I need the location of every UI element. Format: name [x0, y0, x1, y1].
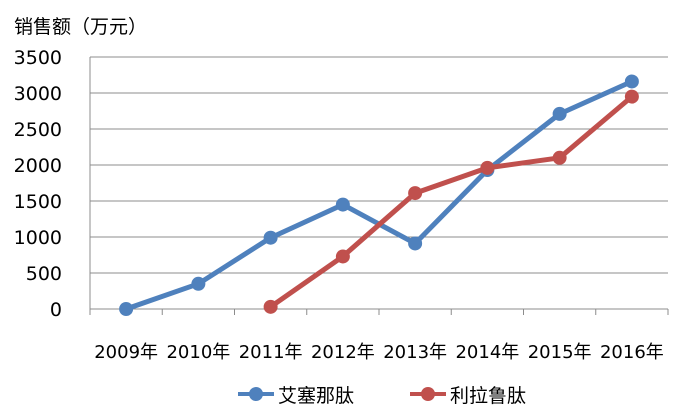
data-point-series-1: [408, 236, 423, 251]
data-point-series-1: [624, 74, 639, 89]
data-point-series-1: [335, 197, 350, 212]
y-tick-label: 0: [50, 299, 62, 321]
x-tick-label: 2013年: [383, 342, 447, 363]
y-tick-label: 2000: [14, 155, 62, 177]
data-point-series-1: [119, 302, 134, 316]
y-axis-title: 销售额（万元）: [14, 16, 148, 38]
y-tick-label: 3500: [14, 47, 62, 69]
y-tick-label: 500: [26, 263, 62, 285]
legend-item-series-2: 利拉鲁肽: [410, 380, 526, 408]
series-line-2: [269, 94, 634, 309]
x-tick-label: 2016年: [600, 342, 664, 363]
data-point-series-2: [408, 186, 423, 201]
y-tick-label: 1500: [14, 191, 62, 213]
x-tick-label: 2014年: [455, 342, 519, 363]
x-tick-label: 2015年: [528, 342, 592, 363]
x-tick-label: 2009年: [94, 342, 158, 363]
data-point-series-1: [263, 230, 278, 245]
series-group: [119, 74, 639, 316]
x-tick-label: 2011年: [239, 342, 303, 363]
data-point-series-2: [335, 249, 350, 264]
y-tick-label: 1000: [14, 227, 62, 249]
data-point-series-2: [552, 150, 567, 165]
y-tick-labels: 0 500 1000 1500 2000 2500 3000 3500: [14, 47, 62, 321]
gridlines: [89, 56, 669, 315]
legend-item-series-1: 艾塞那肽: [238, 380, 354, 408]
data-point-series-2: [624, 89, 639, 104]
x-tick-labels: 2009年 2010年 2011年 2012年 2013年 2014年 2015年 2016年: [94, 342, 664, 363]
data-point-series-2: [263, 299, 278, 314]
x-tick-label: 2010年: [166, 342, 230, 363]
legend-label-series-1: 艾塞那肽: [278, 384, 355, 407]
legend-marker-series-1: [238, 387, 274, 401]
x-tick-label: 2012年: [311, 342, 375, 363]
data-point-series-1: [191, 276, 206, 291]
y-tick-label: 2500: [14, 119, 62, 141]
y-tick-label: 3000: [14, 83, 62, 105]
data-point-series-2: [480, 160, 495, 175]
data-point-series-1: [552, 106, 567, 121]
legend-marker-series-2: [410, 387, 446, 401]
legend-label-series-2: 利拉鲁肽: [450, 384, 527, 407]
